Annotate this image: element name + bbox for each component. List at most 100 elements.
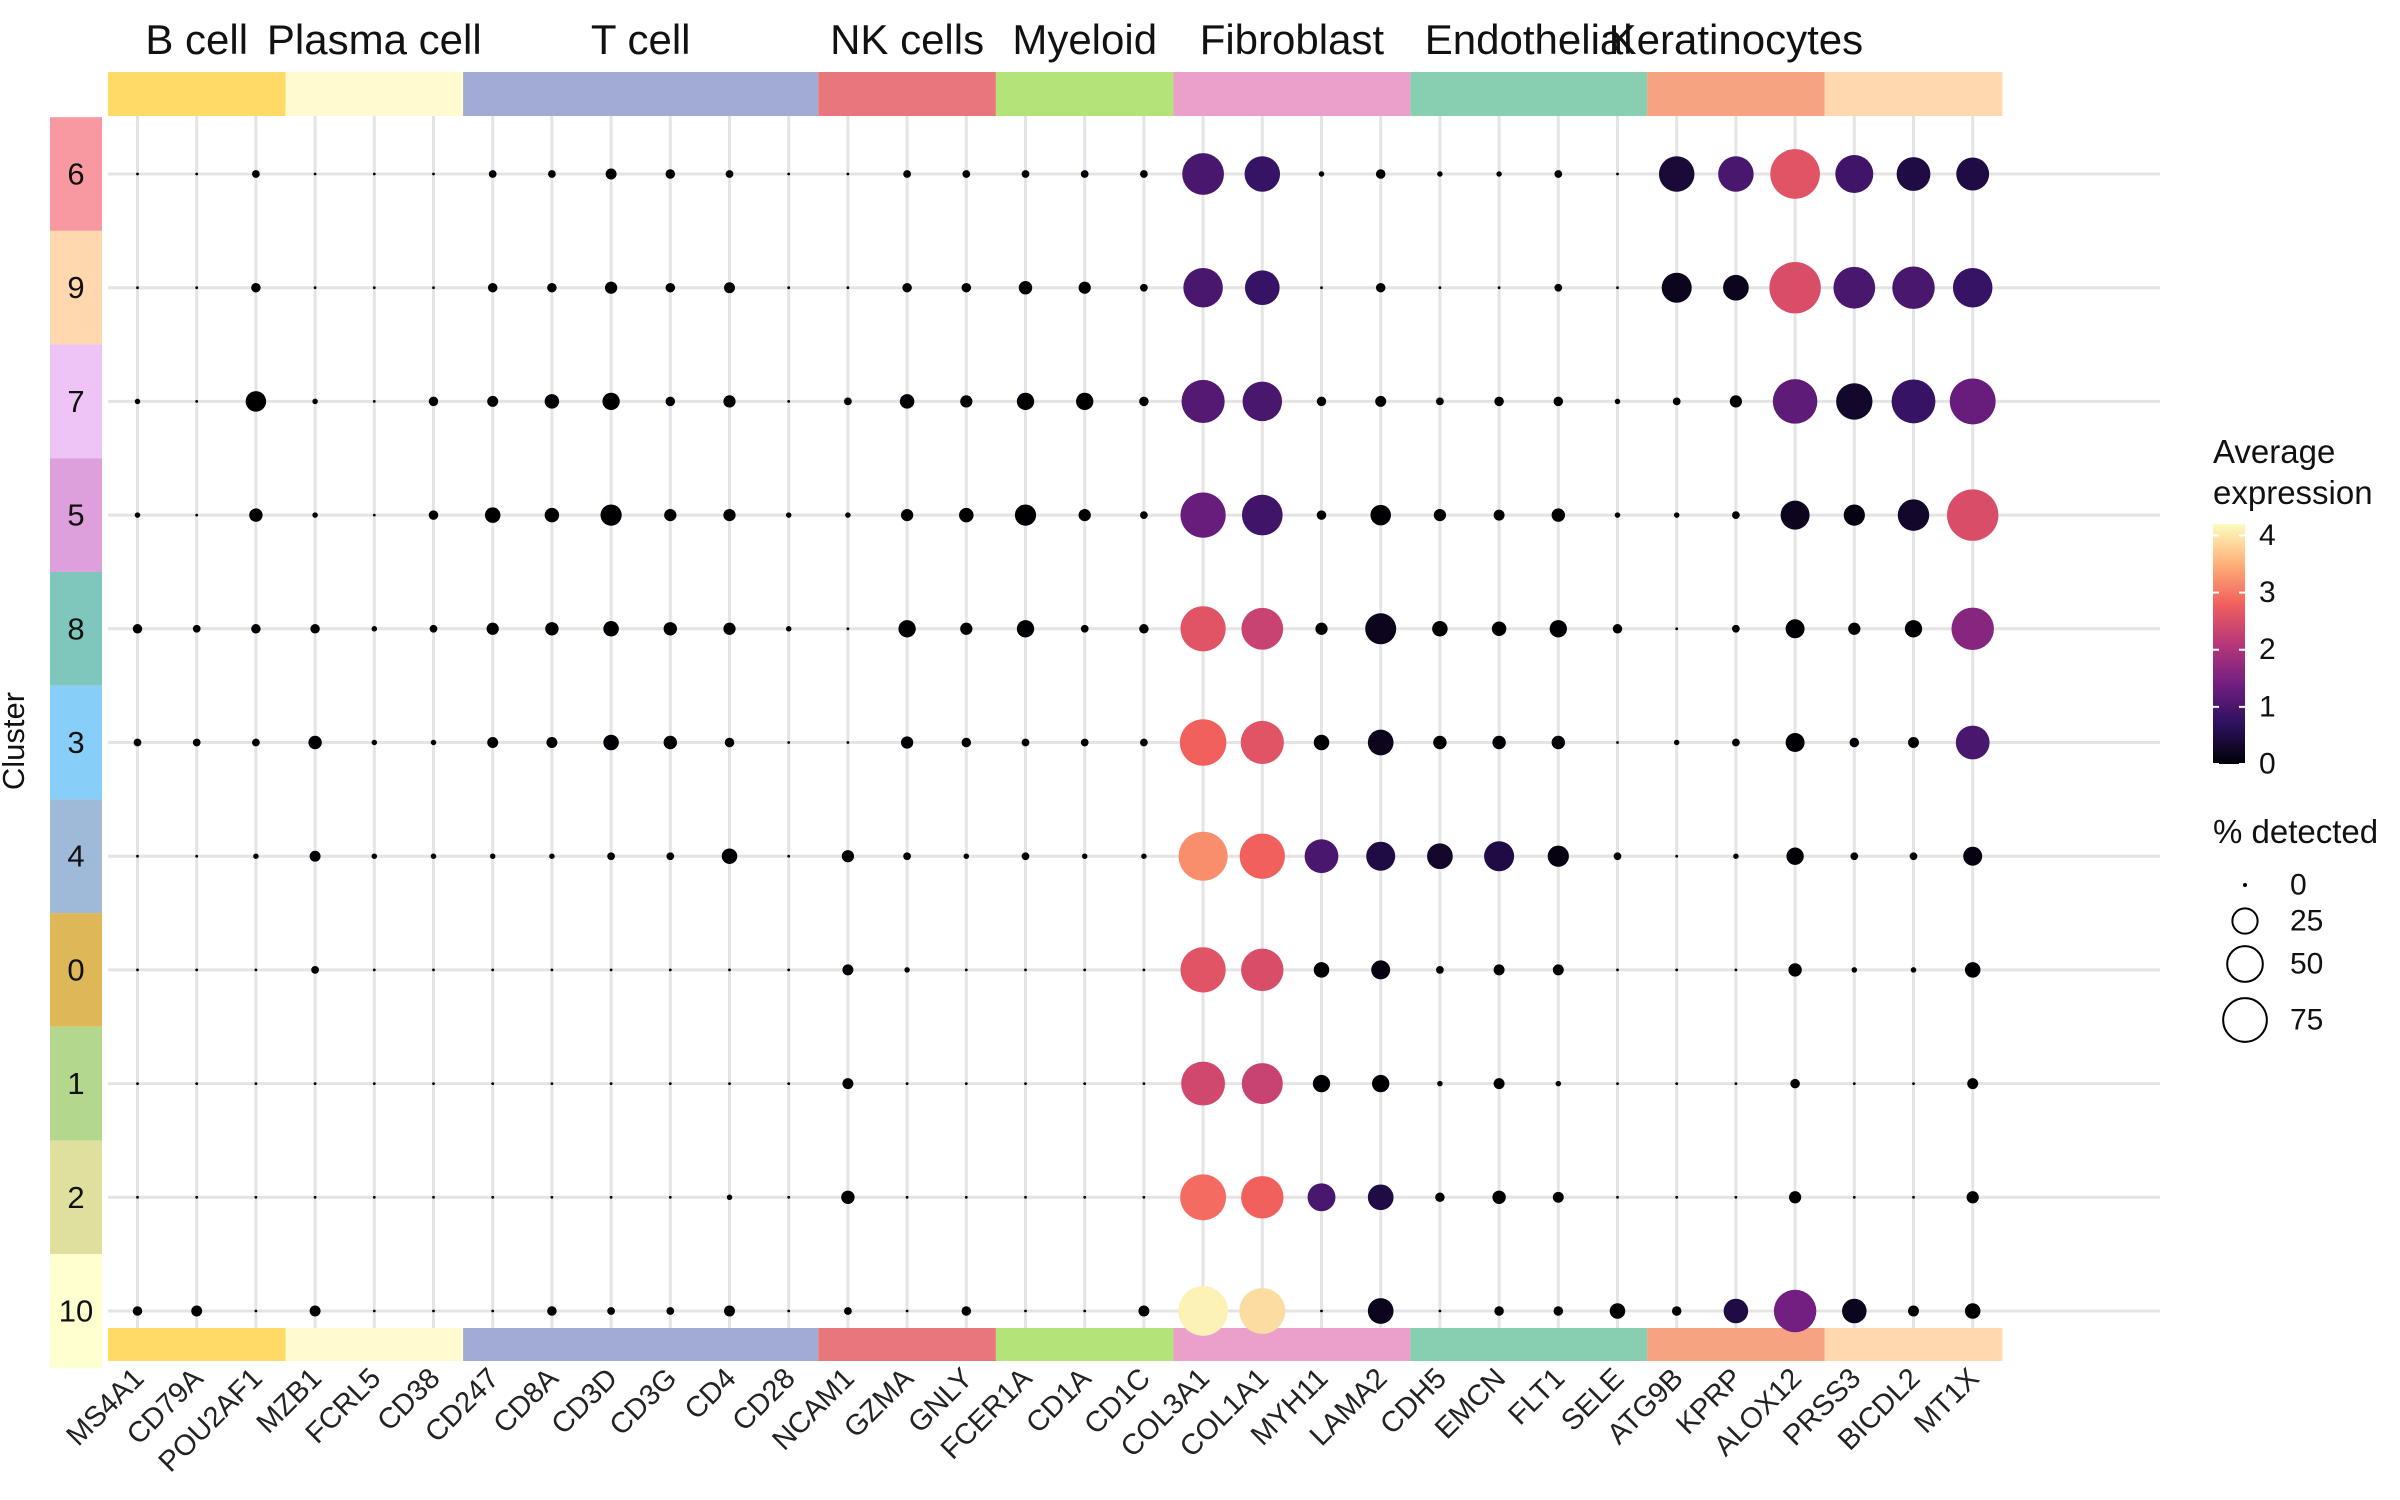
- dot: [1437, 1080, 1443, 1087]
- dot: [1967, 1078, 1979, 1090]
- dot: [964, 1082, 968, 1085]
- dot: [904, 967, 910, 973]
- dot: [609, 1195, 613, 1199]
- dot: [1848, 622, 1861, 635]
- dot: [1433, 735, 1447, 750]
- dot: [1718, 156, 1754, 192]
- dot: [550, 1195, 554, 1199]
- dot: [900, 736, 914, 749]
- dot: [787, 1082, 791, 1085]
- dot: [846, 627, 850, 631]
- dot: [1613, 852, 1622, 861]
- dot: [1788, 1191, 1802, 1204]
- dot: [1304, 839, 1339, 874]
- dot: [1138, 1305, 1150, 1317]
- dot: [1964, 1303, 1981, 1319]
- dot: [1024, 1309, 1027, 1313]
- dot: [1370, 504, 1391, 526]
- dot: [1908, 1305, 1919, 1317]
- dot: [254, 968, 258, 972]
- group-bar-bottom: [463, 1328, 819, 1361]
- dot: [1318, 171, 1325, 177]
- dot: [136, 1195, 139, 1199]
- group-bar-bottom: [1824, 1328, 2003, 1361]
- color-legend-title: Average: [2213, 433, 2335, 470]
- dot: [1024, 968, 1027, 972]
- dot: [430, 853, 437, 859]
- group-bar-top: [995, 72, 1174, 116]
- dot: [313, 1195, 317, 1199]
- dot: [547, 282, 557, 293]
- dot: [603, 621, 619, 637]
- annotation-bars: [50, 72, 2003, 1368]
- dot: [1315, 622, 1328, 635]
- dot: [311, 966, 319, 974]
- dot: [728, 1082, 731, 1085]
- dot: [195, 968, 199, 972]
- dot: [1946, 489, 1999, 541]
- dot: [1616, 1082, 1619, 1085]
- dot: [309, 850, 321, 862]
- gene-label: MT1X: [1908, 1362, 1985, 1439]
- dot: [1850, 852, 1859, 861]
- dot: [665, 282, 676, 293]
- dot: [1021, 738, 1030, 747]
- dot: [785, 626, 792, 632]
- dot: [899, 394, 915, 409]
- dot: [1786, 847, 1804, 865]
- color-legend-tick: 1: [2259, 690, 2276, 723]
- dot: [1963, 846, 1983, 866]
- size-legend-tick: 50: [2290, 948, 2323, 981]
- dot: [1554, 283, 1563, 292]
- dot: [724, 737, 735, 748]
- group-title: Plasma cell: [267, 16, 482, 63]
- dot: [1891, 379, 1936, 424]
- dot: [1241, 607, 1284, 650]
- dot: [1952, 267, 1993, 308]
- dot: [1675, 854, 1679, 858]
- dot: [787, 286, 791, 290]
- color-legend-tick: 0: [2259, 748, 2276, 781]
- dot: [1616, 172, 1619, 176]
- y-axis-label: Cluster: [0, 692, 31, 790]
- dot: [1438, 286, 1442, 290]
- cluster-label: 2: [67, 1180, 84, 1215]
- dot: [310, 624, 320, 634]
- group-title: Fibroblast: [1200, 16, 1385, 63]
- group-bar-bottom: [818, 1328, 996, 1361]
- dot: [1140, 738, 1148, 747]
- dot: [787, 1195, 791, 1199]
- group-bar-top: [463, 72, 819, 116]
- dot: [491, 968, 495, 972]
- dot: [1435, 1192, 1445, 1203]
- dot: [1616, 741, 1619, 744]
- dot: [668, 1195, 672, 1199]
- dot: [371, 739, 378, 746]
- color-legend-tick: 4: [2259, 519, 2276, 552]
- dot: [1139, 624, 1149, 634]
- group-bar-bottom: [107, 1328, 286, 1361]
- dot: [1432, 621, 1448, 637]
- dot: [1366, 841, 1396, 871]
- dot: [308, 735, 322, 750]
- dot: [1732, 624, 1740, 633]
- cluster-box: [50, 1140, 102, 1255]
- dot: [254, 1309, 258, 1313]
- cluster-box: [50, 913, 102, 1027]
- dot: [1909, 852, 1918, 861]
- dot: [1616, 286, 1619, 290]
- dot: [1772, 379, 1818, 424]
- dot: [1661, 272, 1692, 303]
- dot: [1484, 841, 1515, 872]
- dot: [313, 172, 317, 176]
- dot: [1732, 738, 1740, 747]
- dot: [549, 853, 555, 859]
- cluster-label: 4: [67, 839, 84, 874]
- dot: [844, 397, 852, 406]
- dot: [1553, 396, 1564, 407]
- dot: [1371, 960, 1391, 980]
- dot: [136, 1082, 139, 1085]
- group-bar-top: [285, 72, 464, 116]
- dot: [1140, 170, 1148, 178]
